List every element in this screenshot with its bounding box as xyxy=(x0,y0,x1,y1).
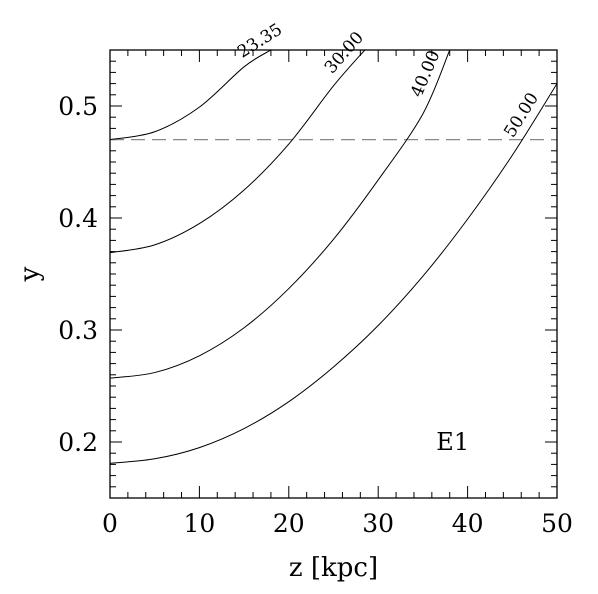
y-axis-label: y xyxy=(15,266,45,282)
axis-ticks xyxy=(109,49,558,499)
y-tick-label: 0.2 xyxy=(58,428,98,457)
curve-40-00 xyxy=(110,50,451,379)
panel-annotation: E1 xyxy=(436,428,469,456)
y-tick-label: 0.5 xyxy=(58,92,98,121)
x-tick-label: 40 xyxy=(452,509,484,538)
curve-label: 40.00 xyxy=(407,48,444,101)
tick-labels: 0 10 20 30 40 500.20.30.40.523.35 30.00 40.0050… xyxy=(58,20,573,538)
curve-label: 50.00 xyxy=(500,89,543,141)
y-tick-label: 0.4 xyxy=(58,204,98,233)
curve-50-00 xyxy=(110,83,557,464)
x-tick-label: 0 xyxy=(102,509,118,538)
x-tick-label: 50 xyxy=(541,509,573,538)
curve-30-00 xyxy=(110,50,366,254)
curve-label: 30.00 xyxy=(321,28,368,78)
x-axis-label: z [kpc] xyxy=(289,553,378,583)
x-tick-label: 20 xyxy=(273,509,305,538)
curves xyxy=(110,50,557,464)
x-tick-label: 10 xyxy=(183,509,215,538)
x-tick-label: 30 xyxy=(362,509,394,538)
curve-23-35 xyxy=(110,50,272,141)
plot-frame xyxy=(109,49,558,499)
y-tick-label: 0.3 xyxy=(58,316,98,345)
